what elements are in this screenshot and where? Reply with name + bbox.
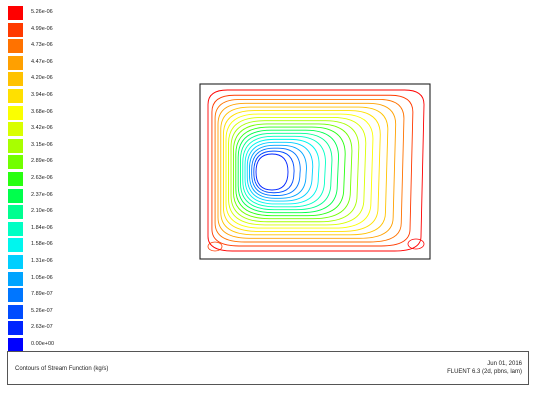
colormap-label: 0.00e+00 <box>31 341 55 347</box>
contour-line <box>217 102 397 239</box>
colormap-swatch <box>8 55 23 70</box>
contour-line <box>211 94 414 247</box>
colormap-swatch <box>8 6 23 20</box>
colormap-swatch <box>8 271 23 286</box>
footer-info: Jun 01, 2016 FLUENT 6.3 (2d, pbns, lam) <box>447 360 522 376</box>
contour-line <box>242 135 326 208</box>
contour-line <box>240 132 333 211</box>
colormap-swatch <box>8 288 23 303</box>
contour-line <box>220 106 389 236</box>
colormap-swatch <box>8 172 23 186</box>
solver-version: FLUENT 6.3 (2d, pbns, lam) <box>447 369 522 375</box>
colormap-swatch <box>8 22 23 37</box>
colormap-swatch <box>8 89 23 103</box>
colormap-swatch <box>8 205 23 220</box>
colormap-label: 3.94e-06 <box>31 92 53 98</box>
contour-line <box>255 153 289 191</box>
colormap-label: 4.47e-06 <box>31 58 53 65</box>
colormap-swatch <box>8 321 23 336</box>
colormap-swatch <box>8 338 23 352</box>
colormap-legend: 5.26e-06 4.99e-06 4.73e-06 4.47e-06 4.20e-06… <box>8 6 78 352</box>
colormap-label: 4.73e-06 <box>31 42 53 49</box>
colormap-label: 2.37e-06 <box>31 191 53 198</box>
contour-line <box>214 98 405 243</box>
colormap-swatch <box>8 72 23 87</box>
colormap-swatch <box>8 304 23 319</box>
colormap-label: 1.05e-06 <box>31 274 53 281</box>
contour-line <box>235 126 346 217</box>
domain-boundary <box>199 83 431 260</box>
colormap-label: 5.26e-07 <box>31 307 53 314</box>
contour-line <box>244 138 320 205</box>
contour-line <box>251 147 301 196</box>
colormap-swatch <box>8 238 23 253</box>
contour-line <box>249 144 307 199</box>
colormap-swatch <box>8 221 23 236</box>
colormap-label: 1.58e-06 <box>31 241 53 248</box>
contour-line <box>237 129 339 214</box>
colormap-label: 2.63e-06 <box>31 175 53 181</box>
colormap-label: 3.68e-06 <box>31 108 53 115</box>
colormap-label: 1.84e-06 <box>31 224 53 231</box>
colormap-label: 2.89e-06 <box>31 158 53 165</box>
corner-eddy <box>207 241 223 252</box>
plot-title: Contours of Stream Function (kg/s) <box>15 366 109 372</box>
colormap-swatch <box>8 39 23 54</box>
colormap-swatch <box>8 155 23 170</box>
corner-eddy <box>407 238 425 250</box>
contour-line <box>230 120 360 223</box>
contour-line <box>222 110 381 232</box>
colormap-swatch <box>8 188 23 203</box>
colormap-label: 3.42e-06 <box>31 125 53 132</box>
contour-line <box>225 113 374 229</box>
colormap-label: 1.31e-06 <box>31 258 53 264</box>
colormap-swatch <box>8 105 23 120</box>
colormap-label: 2.10e-06 <box>31 208 53 215</box>
contour-line <box>232 123 353 220</box>
colormap-label: 4.20e-06 <box>31 75 53 82</box>
plot-date: Jun 01, 2016 <box>487 361 522 367</box>
colormap-label: 3.15e-06 <box>31 141 53 148</box>
contour-line <box>253 150 295 194</box>
contour-line <box>246 141 314 202</box>
contour-lines <box>207 89 425 252</box>
contour-line <box>228 116 367 226</box>
colormap-label: 5.26e-06 <box>31 9 53 15</box>
colormap-label: 7.89e-07 <box>31 291 53 298</box>
colormap-swatch <box>8 255 23 269</box>
contour-line <box>207 89 425 252</box>
status-footer: Contours of Stream Function (kg/s) Jun 0… <box>7 351 529 385</box>
colormap-label: 2.63e-07 <box>31 324 53 331</box>
colormap-swatch <box>8 138 23 153</box>
colormap-swatch <box>8 122 23 137</box>
colormap-label: 4.99e-06 <box>31 25 53 32</box>
